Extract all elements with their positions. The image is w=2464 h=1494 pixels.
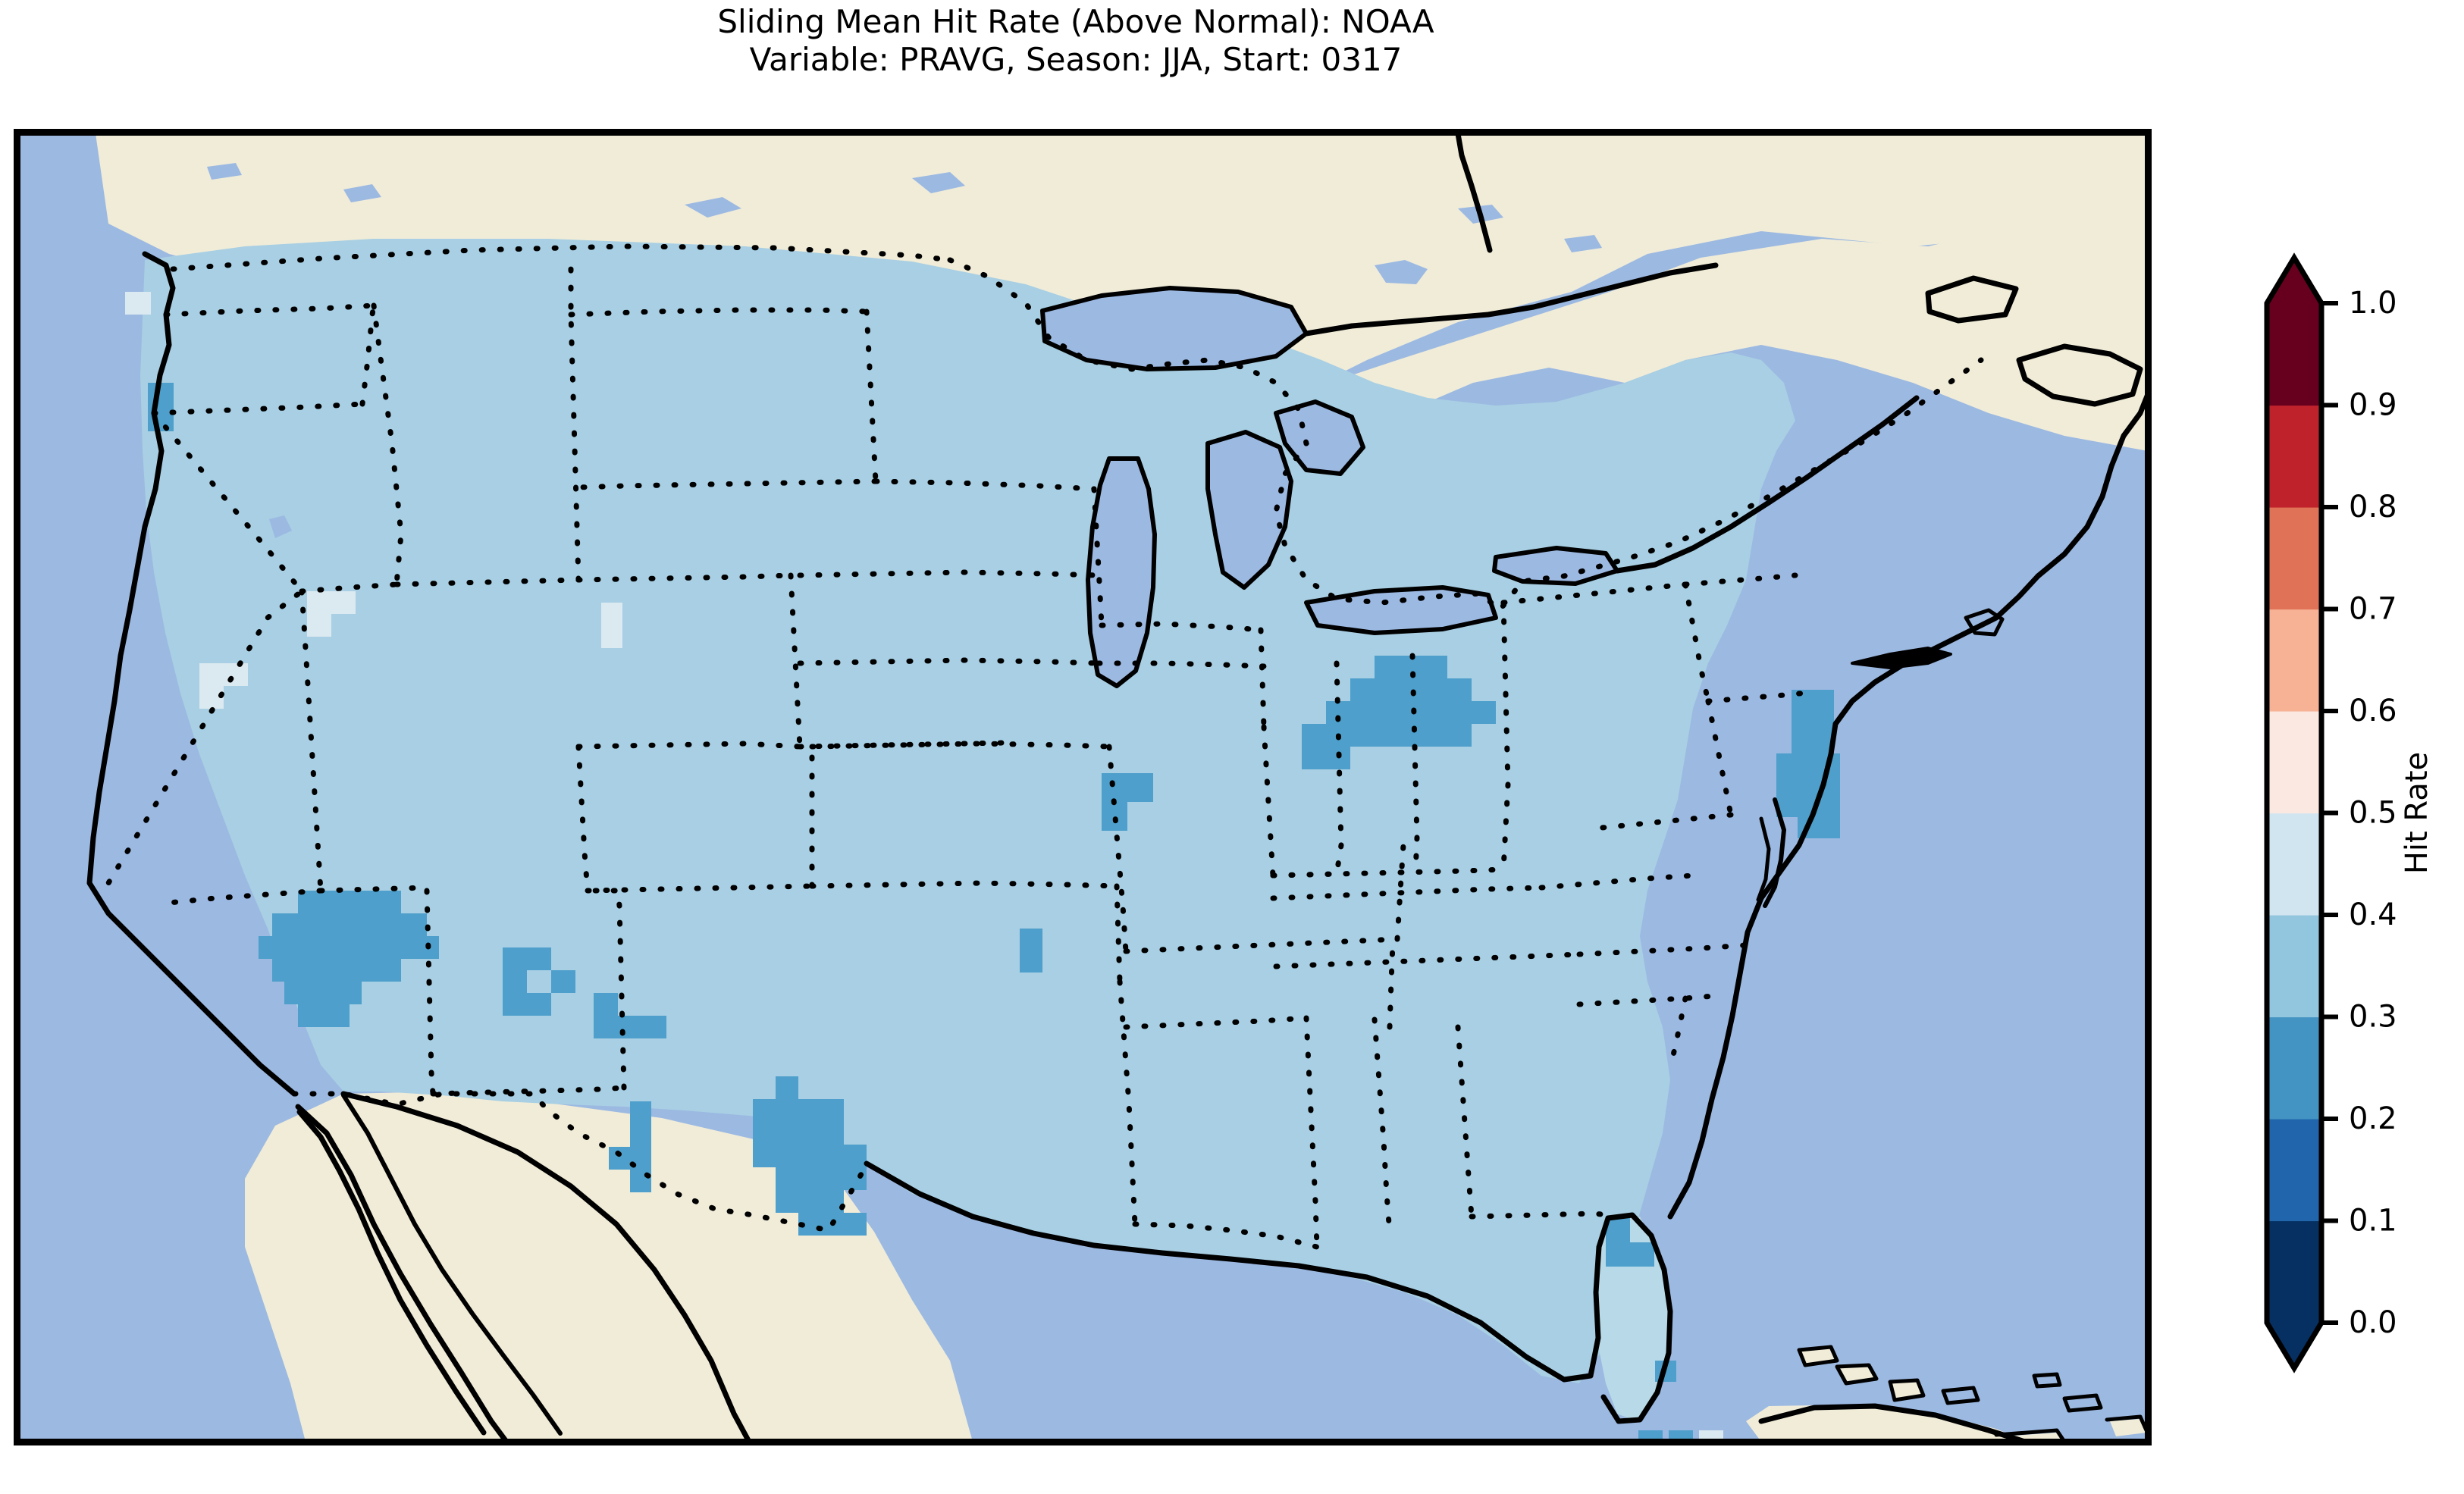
colorbar-band [2267,507,2321,610]
colorbar-band [2267,609,2321,712]
colorbar-axis-label: Hit Rate [2400,751,2434,875]
great-lakes [207,163,1617,686]
colorbar-tick-label: 0.4 [2349,897,2397,932]
colorbar-tick-label: 0.9 [2349,388,2397,423]
colorbar-tick-label: 0.1 [2349,1204,2397,1239]
colorbar-under-arrow [2267,1323,2321,1368]
state-borders [105,243,1984,1250]
colorbar-outline [2264,252,2324,1373]
colorbar-band [2267,711,2321,814]
colorbar-bands [2267,258,2321,1368]
colorbar-svg: 0.0 0.1 0.2 0.3 0.4 0.5 0.6 0.7 0.8 0.9 1.0 [2264,252,2397,1373]
title-line-2: Variable: PRAVG, Season: JJA, Start: 031… [749,41,1403,78]
colorbar-tick-label: 0.8 [2349,490,2397,525]
page-title: Sliding Mean Hit Rate (Above Normal): NO… [0,3,2152,79]
colorbar[interactable]: 0.0 0.1 0.2 0.3 0.4 0.5 0.6 0.7 0.8 0.9 1.0 [2264,252,2397,1373]
colorbar-band [2267,303,2321,406]
colorbar-band [2267,915,2321,1018]
colorbar-band [2267,405,2321,508]
colorbar-tick-label: 0.6 [2349,694,2397,728]
map-canvas[interactable] [14,129,2152,1445]
colorbar-tick-label: 0.3 [2349,1000,2397,1035]
colorbar-over-arrow [2267,258,2321,303]
coastlines [86,133,2148,1442]
colorbar-ticks [2321,301,2338,1325]
title-line-1: Sliding Mean Hit Rate (Above Normal): NO… [717,3,1434,40]
colorbar-tick-label: 0.5 [2349,796,2397,831]
colorbar-tick-label: 1.0 [2349,286,2397,321]
colorbar-tick-label: 0.2 [2349,1101,2397,1136]
map-svg [17,133,2148,1442]
colorbar-band [2267,813,2321,916]
colorbar-tick-label: 0.7 [2349,592,2397,627]
hit-rate-raster [125,239,1840,1442]
colorbar-tick-label: 0.0 [2349,1305,2397,1340]
land-polygons [95,133,2148,1442]
colorbar-band [2267,1016,2321,1120]
colorbar-tick-labels: 0.0 0.1 0.2 0.3 0.4 0.5 0.6 0.7 0.8 0.9 1.0 [2349,286,2397,1340]
colorbar-band [2267,1220,2321,1323]
hit-rate-cells-0p2-0p3 [148,383,1840,1382]
colorbar-band [2267,1119,2321,1222]
